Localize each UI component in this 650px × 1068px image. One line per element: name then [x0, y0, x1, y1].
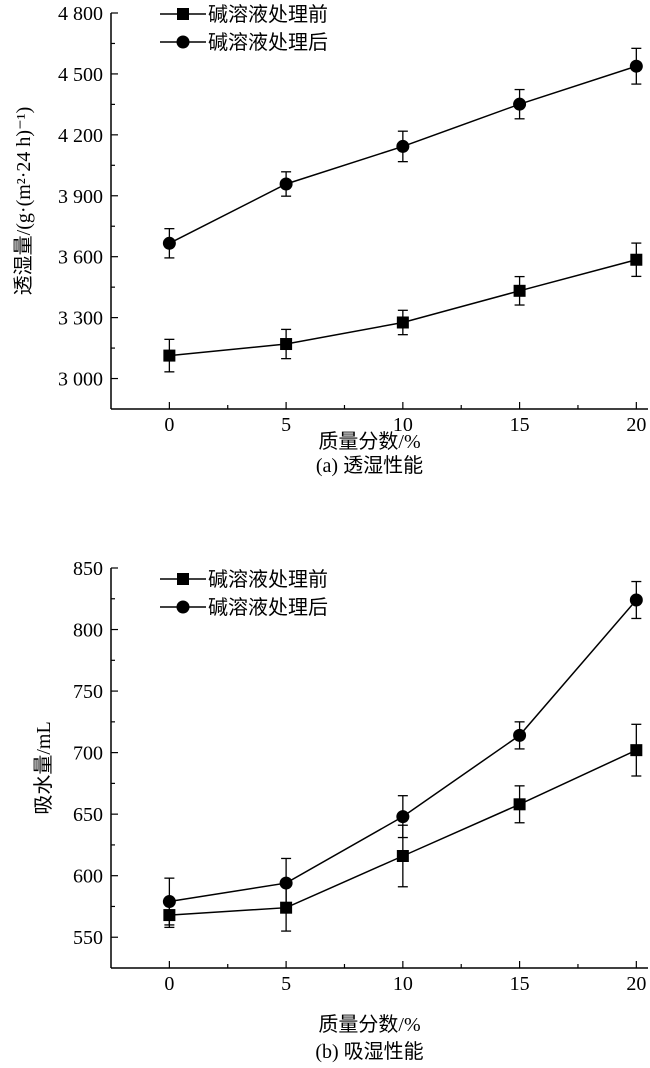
circle-marker [513, 97, 527, 111]
x-tick-label: 0 [164, 414, 174, 436]
x-tick-label: 20 [626, 973, 646, 995]
y-tick-label: 800 [73, 620, 103, 642]
legend-label: 碱溶液处理前 [208, 568, 328, 591]
y-axis-label: 透湿量/(g·(m²·24 h)⁻¹) [12, 107, 35, 296]
chart-a: 3 000 3 300 3 600 3 900 4 200 4 500 4 800 0 5 10 1… [12, 3, 648, 477]
y-tick-label: 700 [73, 743, 103, 765]
square-marker [513, 284, 526, 297]
square-marker [630, 744, 643, 757]
square-marker [280, 338, 293, 351]
circle-marker [629, 59, 643, 73]
series-before [163, 242, 643, 373]
circle-marker [396, 139, 410, 153]
legend-label: 碱溶液处理前 [208, 3, 328, 26]
square-marker [163, 349, 176, 362]
legend-item: 碱溶液处理前 [160, 3, 328, 26]
circle-marker [513, 728, 527, 742]
y-tick-label: 650 [73, 804, 103, 826]
circle-marker [279, 876, 293, 890]
x-tick-label: 5 [281, 973, 291, 995]
chart-b: 550 600 650 700 750 800 850 0 5 10 15 20 质量分数/% 吸水量/m… [32, 558, 648, 1063]
circle-marker [279, 177, 293, 191]
legend-circle-marker [176, 35, 190, 49]
square-marker [396, 316, 409, 329]
y-tick-label: 600 [73, 866, 103, 888]
x-tick-label: 15 [510, 414, 530, 436]
caption: (b) 吸湿性能 [315, 1040, 423, 1063]
square-marker [513, 798, 526, 811]
x-tick-label: 20 [626, 414, 646, 436]
circle-marker [162, 236, 176, 250]
y-tick-label: 4 200 [58, 125, 103, 147]
y-tick-label: 4 500 [58, 64, 103, 86]
series-after [162, 580, 643, 926]
legend-square-marker [177, 573, 189, 585]
y-tick-label: 550 [73, 927, 103, 949]
legend-item: 碱溶液处理后 [160, 596, 328, 619]
y-tick-label: 3 000 [58, 369, 103, 391]
y-tick-label: 3 900 [58, 186, 103, 208]
y-tick-label: 750 [73, 681, 103, 703]
legend-item: 碱溶液处理后 [160, 31, 328, 54]
circle-marker [162, 895, 176, 909]
x-axis-label: 质量分数/% [318, 430, 420, 453]
x-tick-label: 10 [393, 414, 413, 436]
circle-marker [629, 593, 643, 607]
legend-square-marker [177, 8, 189, 20]
x-axis-label: 质量分数/% [318, 1013, 420, 1036]
caption: (a) 透湿性能 [316, 454, 423, 477]
y-tick-label: 3 300 [58, 308, 103, 330]
x-tick-label: 15 [510, 973, 530, 995]
legend-label: 碱溶液处理后 [208, 31, 328, 54]
x-tick-label: 10 [393, 973, 413, 995]
legend-label: 碱溶液处理后 [208, 596, 328, 619]
y-axis-label: 吸水量/mL [32, 721, 55, 814]
y-tick-label: 4 800 [58, 3, 103, 25]
x-tick-label: 0 [164, 973, 174, 995]
x-tick-label: 5 [281, 414, 291, 436]
circle-marker [396, 810, 410, 824]
legend-circle-marker [176, 600, 190, 614]
series-after [162, 47, 643, 259]
series-line [169, 259, 637, 357]
square-marker [396, 850, 409, 862]
square-marker [630, 253, 643, 266]
y-tick-label: 850 [73, 558, 103, 580]
legend-item: 碱溶液处理前 [160, 568, 328, 591]
y-tick-label: 3 600 [58, 247, 103, 269]
